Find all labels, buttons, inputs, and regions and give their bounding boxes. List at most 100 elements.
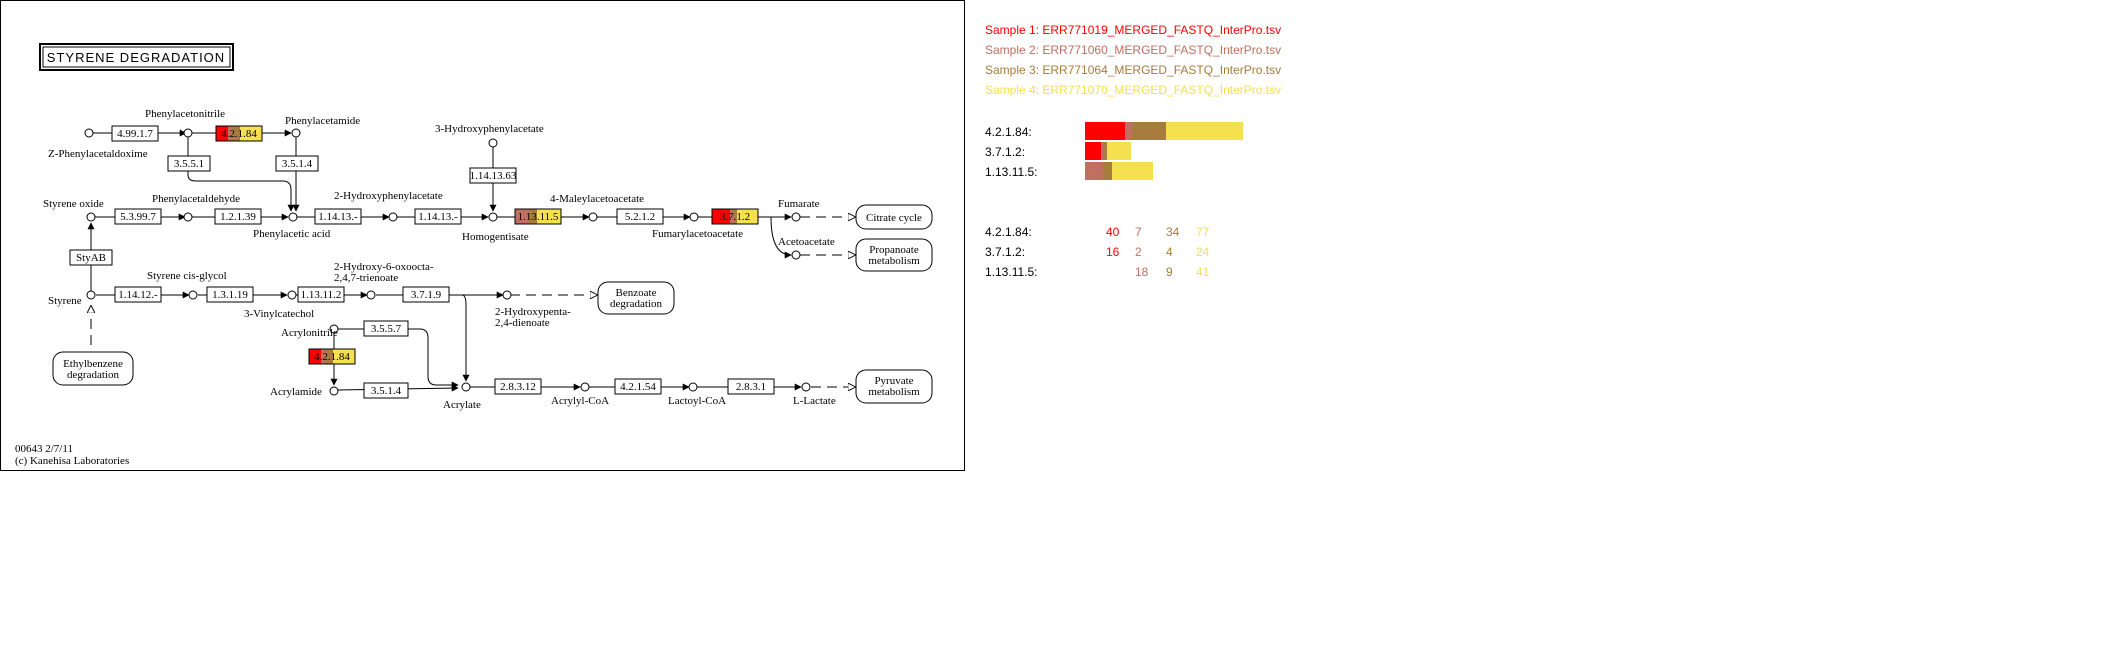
compound-phenylacetonitrile[interactable] <box>183 128 193 138</box>
svg-text:4.2.1.84: 4.2.1.84 <box>221 128 257 140</box>
enzyme-1-3-1-19[interactable]: 1.3.1.19 <box>206 286 254 303</box>
label-acrylate: Acrylate <box>443 399 481 411</box>
bar-label-1-13-11-5: 1.13.11.5: <box>985 165 1038 179</box>
svg-text:Ethylbenzene: Ethylbenzene <box>63 358 123 370</box>
pathway-benzoate-degradation[interactable]: Benzoate degradation <box>597 281 675 315</box>
label-2-hydroxy-6-oxoocta: 2-Hydroxy-6-oxoocta- <box>334 261 434 273</box>
count-3-7-1-2-s4: 24 <box>1196 245 1210 259</box>
enzyme-2-8-3-1[interactable]: 2.8.3.1 <box>727 378 775 395</box>
enzyme-5-3-99-7[interactable]: 5.3.99.7 <box>114 208 162 225</box>
map-title: STYRENE DEGRADATION <box>47 50 225 65</box>
enzyme-4-2-1-54[interactable]: 4.2.1.54 <box>614 378 662 395</box>
svg-text:metabolism: metabolism <box>868 255 920 267</box>
enzyme-3-7-1-2[interactable]: 3.7.1.2 <box>711 208 759 225</box>
enzyme-5-2-1-2[interactable]: 5.2.1.2 <box>616 208 664 225</box>
label-z-phenylacetaldoxime: Z-Phenylacetaldoxime <box>48 148 148 160</box>
svg-text:degradation: degradation <box>67 369 119 381</box>
compound-2-hydroxyphenylacetate[interactable] <box>388 212 398 222</box>
label-phenylacetaldehyde: Phenylacetaldehyde <box>152 193 240 205</box>
count-label-4-2-1-84: 4.2.1.84: <box>985 225 1032 239</box>
map-title-box <box>39 43 234 71</box>
compound-acrylamide[interactable] <box>329 386 339 396</box>
compound-phenylacetamide[interactable] <box>291 128 301 138</box>
compound-fumarate[interactable] <box>791 212 801 222</box>
compound-2-hydroxypenta-dienoate[interactable] <box>502 290 512 300</box>
bar-segment-4-2-1-84-s4 <box>1166 122 1243 140</box>
enzyme-4-2-1-84-top[interactable]: 4.2.1.84 <box>215 125 263 142</box>
count-1-13-11-5-s3: 9 <box>1166 265 1173 279</box>
bar-segment-4-2-1-84-s2 <box>1125 122 1132 140</box>
bar-segment-4-2-1-84-s1 <box>1085 122 1125 140</box>
pathway-ethylbenzene-degradation[interactable]: Ethylbenzene degradation <box>52 351 134 386</box>
compound-styrene[interactable] <box>86 290 96 300</box>
compound-homogentisate[interactable] <box>488 212 498 222</box>
enzyme-3-7-1-9[interactable]: 3.7.1.9 <box>402 286 450 303</box>
bar-segment-1-13-11-5-s2 <box>1085 162 1103 180</box>
compound-acetoacetate[interactable] <box>791 250 801 260</box>
label-dienoate: 2,4-dienoate <box>495 317 550 329</box>
pathway-propanoate-metabolism[interactable]: Propanoate metabolism <box>855 238 933 272</box>
legend-sample-2: Sample 2: ERR771060_MERGED_FASTQ_InterPr… <box>985 43 1282 57</box>
enzyme-1-14-12[interactable]: 1.14.12.- <box>114 286 162 303</box>
svg-text:1.13.11.2: 1.13.11.2 <box>301 289 342 301</box>
pathway-pyruvate-metabolism[interactable]: Pyruvate metabolism <box>855 369 933 404</box>
label-acrylyl-coa: Acrylyl-CoA <box>551 395 609 407</box>
label-homogentisate: Homogentisate <box>462 231 529 243</box>
enzyme-3-5-5-7[interactable]: 3.5.5.7 <box>363 320 409 337</box>
svg-text:Citrate cycle: Citrate cycle <box>866 212 922 224</box>
enzyme-3-5-5-1[interactable]: 3.5.5.1 <box>167 155 211 172</box>
enzyme-styab[interactable]: StyAB <box>69 249 113 266</box>
label-trienoate: 2,4,7-trienoate <box>334 272 398 284</box>
count-4-2-1-84-s4: 77 <box>1196 225 1210 239</box>
label-phenylacetamide: Phenylacetamide <box>285 115 360 127</box>
enzyme-4-2-1-84-bottom[interactable]: 4.2.1.84 <box>308 348 356 365</box>
svg-text:StyAB: StyAB <box>76 252 106 264</box>
compound-acrylonitrile[interactable] <box>329 324 339 334</box>
compound-z-phenylacetaldoxime[interactable] <box>84 128 94 138</box>
svg-text:degradation: degradation <box>610 298 662 310</box>
compound-styrene-cis-glycol[interactable] <box>188 290 198 300</box>
pathway-citrate-cycle[interactable]: Citrate cycle <box>855 204 933 230</box>
bar-label-4-2-1-84: 4.2.1.84: <box>985 125 1032 139</box>
enzyme-1-14-13-63[interactable]: 1.14.13.63 <box>469 167 517 184</box>
label-styrene: Styrene <box>48 295 82 307</box>
compound-acrylyl-coa[interactable] <box>580 382 590 392</box>
compound-acrylate[interactable] <box>461 382 471 392</box>
count-3-7-1-2-s3: 4 <box>1166 245 1173 259</box>
label-styrene-cis-glycol: Styrene cis-glycol <box>147 270 227 282</box>
enzyme-3-5-1-4-top[interactable]: 3.5.1.4 <box>275 155 319 172</box>
enzyme-1-13-11-2[interactable]: 1.13.11.2 <box>297 286 345 303</box>
compound-l-lactate[interactable] <box>801 382 811 392</box>
compound-fumarylacetoacetate[interactable] <box>689 212 699 222</box>
compound-phenylacetic-acid[interactable] <box>288 212 298 222</box>
compound-3-hydroxyphenylacetate[interactable] <box>488 138 498 148</box>
enzyme-1-2-1-39[interactable]: 1.2.1.39 <box>214 208 262 225</box>
svg-text:5.2.1.2: 5.2.1.2 <box>625 211 655 223</box>
compound-phenylacetaldehyde[interactable] <box>183 212 193 222</box>
compound-lactoyl-coa[interactable] <box>688 382 698 392</box>
enzyme-1-14-13-b[interactable]: 1.14.13.- <box>414 208 462 225</box>
bar-segment-3-7-1-2-s1 <box>1085 142 1101 160</box>
bar-segment-4-2-1-84-s3 <box>1132 122 1166 140</box>
compound-4-maleylacetoacetate[interactable] <box>588 212 598 222</box>
enzyme-1-14-13-a[interactable]: 1.14.13.- <box>314 208 362 225</box>
enzyme-2-8-3-12[interactable]: 2.8.3.12 <box>494 378 542 395</box>
compound-2-hydroxy-6-oxoocta-trienoate[interactable] <box>366 290 376 300</box>
compound-styrene-oxide[interactable] <box>86 212 96 222</box>
compound-3-vinylcatechol[interactable] <box>287 290 297 300</box>
label-acetoacetate: Acetoacetate <box>778 236 835 248</box>
label-2-hydroxypenta: 2-Hydroxypenta- <box>495 306 571 318</box>
svg-text:4.2.1.84: 4.2.1.84 <box>314 351 350 363</box>
bar-segment-1-13-11-5-s4 <box>1112 162 1153 180</box>
svg-text:1.3.1.19: 1.3.1.19 <box>212 289 248 301</box>
count-3-7-1-2-s1: 16 <box>1106 245 1120 259</box>
enzyme-4-99-1-7[interactable]: 4.99.1.7 <box>111 125 159 142</box>
svg-text:1.14.13.-: 1.14.13.- <box>418 211 458 223</box>
kegg-pathway-map: .ln { stroke:#000; stroke-width:1; fill:… <box>0 0 965 471</box>
svg-text:1.2.1.39: 1.2.1.39 <box>220 211 256 223</box>
label-styrene-oxide: Styrene oxide <box>43 198 104 210</box>
enzyme-1-13-11-5[interactable]: 1.13.11.5 <box>514 208 562 225</box>
map-footer-copyright: (c) Kanehisa Laboratories <box>15 455 129 467</box>
enzyme-3-5-1-4-bottom[interactable]: 3.5.1.4 <box>363 382 409 399</box>
legend-sample-1: Sample 1: ERR771019_MERGED_FASTQ_InterPr… <box>985 23 1282 37</box>
